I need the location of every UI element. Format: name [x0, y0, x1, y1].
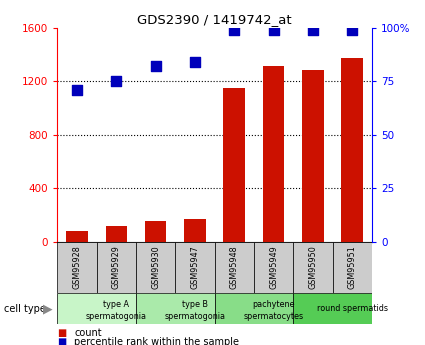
Title: GDS2390 / 1419742_at: GDS2390 / 1419742_at: [137, 13, 292, 27]
Text: GSM95930: GSM95930: [151, 246, 160, 289]
Bar: [175, 241, 215, 293]
Point: [270, 27, 277, 32]
Bar: [145, 221, 167, 242]
Bar: [96, 241, 136, 293]
Text: GSM95951: GSM95951: [348, 246, 357, 289]
Text: cell type: cell type: [4, 304, 46, 314]
Text: GSM95950: GSM95950: [309, 246, 317, 289]
Text: spermatogonia: spermatogonia: [86, 312, 147, 321]
Text: GSM95948: GSM95948: [230, 246, 239, 289]
Text: ■: ■: [57, 328, 67, 338]
Bar: [105, 226, 127, 242]
Text: type A: type A: [103, 299, 129, 309]
Bar: [302, 70, 324, 242]
Text: GSM95928: GSM95928: [73, 246, 82, 289]
Point: [231, 27, 238, 32]
Text: percentile rank within the sample: percentile rank within the sample: [74, 337, 239, 345]
Bar: [136, 293, 215, 324]
Bar: [66, 231, 88, 241]
Bar: [57, 293, 136, 324]
Bar: [332, 241, 372, 293]
Point: [309, 27, 316, 32]
Bar: [263, 66, 284, 242]
Bar: [293, 293, 372, 324]
Text: ▶: ▶: [42, 302, 52, 315]
Bar: [341, 58, 363, 241]
Bar: [184, 219, 206, 242]
Bar: [224, 88, 245, 241]
Text: ■: ■: [57, 337, 67, 345]
Point: [192, 59, 198, 65]
Text: count: count: [74, 328, 102, 338]
Point: [152, 63, 159, 69]
Text: spermatogonia: spermatogonia: [164, 312, 226, 321]
Bar: [215, 293, 293, 324]
Bar: [215, 241, 254, 293]
Bar: [254, 241, 293, 293]
Text: spermatocytes: spermatocytes: [244, 312, 303, 321]
Text: pachytene: pachytene: [252, 299, 295, 309]
Text: type B: type B: [182, 299, 208, 309]
Bar: [293, 241, 332, 293]
Text: GSM95929: GSM95929: [112, 245, 121, 289]
Text: GSM95947: GSM95947: [190, 246, 199, 289]
Point: [113, 78, 120, 84]
Point: [74, 87, 80, 92]
Bar: [136, 241, 175, 293]
Text: GSM95949: GSM95949: [269, 246, 278, 289]
Text: round spermatids: round spermatids: [317, 304, 388, 313]
Bar: [57, 241, 96, 293]
Point: [349, 27, 356, 32]
